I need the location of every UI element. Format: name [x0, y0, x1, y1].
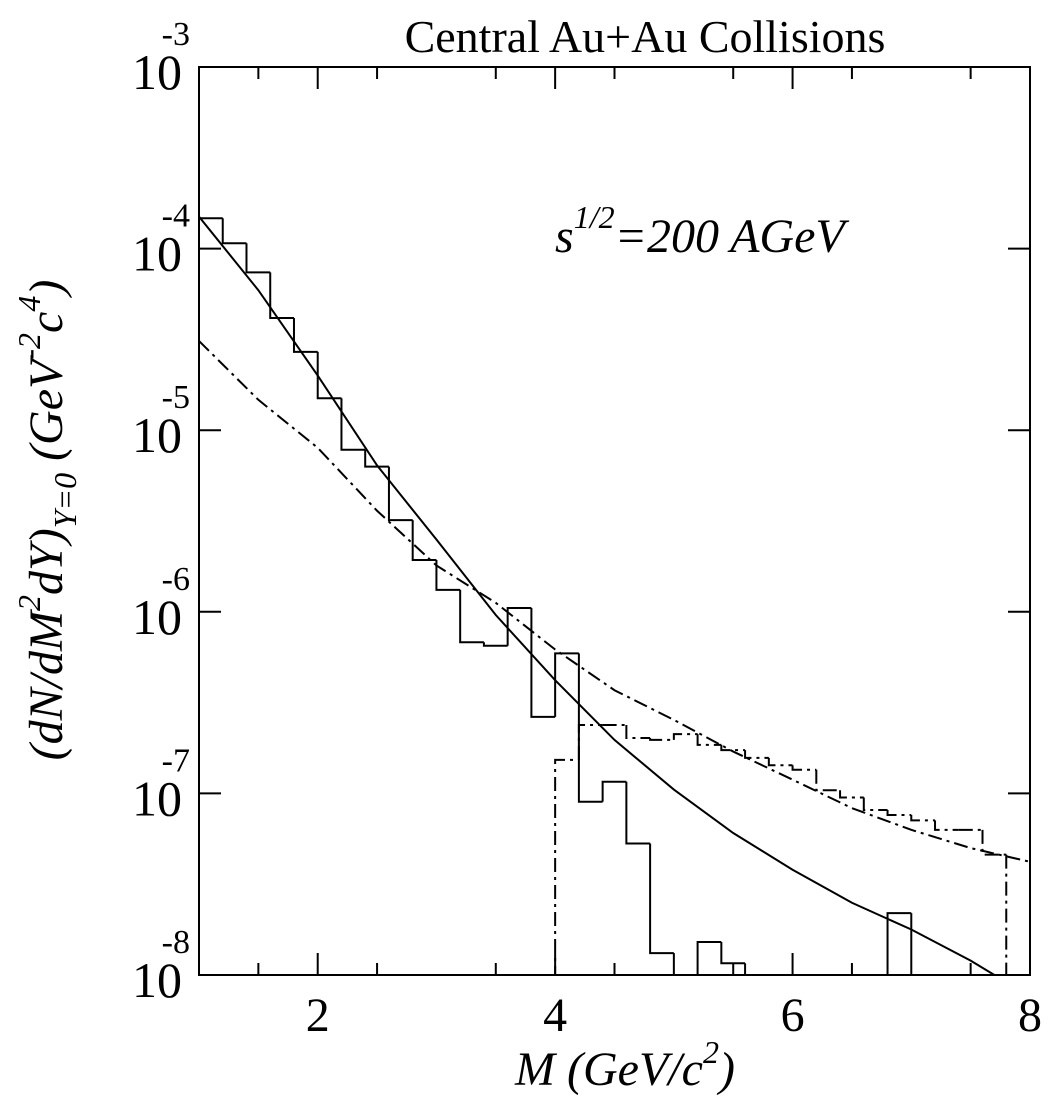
y-label-part: dY): [20, 528, 73, 595]
y-label-part: ): [20, 280, 73, 299]
histogram-bin: [601, 780, 627, 802]
histogram-bin: [815, 769, 841, 792]
y-tick-exponent: -6: [162, 561, 190, 598]
histogram-bin: [886, 912, 912, 975]
plot-area: [199, 215, 1030, 975]
histogram-bin: [364, 449, 389, 468]
y-label-sup: -2: [11, 333, 47, 360]
y-tick-label: 10: [132, 589, 182, 645]
y-tick-exponent: -4: [162, 198, 190, 235]
x-tick-label: 8: [1018, 989, 1042, 1042]
y-label-part: (dN/dM: [20, 608, 73, 760]
y-tick-label: 10: [132, 952, 182, 1008]
histogram-bin: [577, 724, 603, 760]
y-tick-exponent: -8: [162, 924, 190, 961]
histogram-bin: [340, 398, 366, 451]
histogram-bin: [316, 351, 342, 400]
histogram-bin: [720, 941, 746, 965]
histogram-bin: [910, 815, 936, 822]
y-tick-exponent: -7: [162, 742, 190, 779]
curve: [199, 215, 995, 975]
y-axis-label: (dN/dM2dY)Y=0 (GeV-2c4): [11, 280, 83, 761]
histogram-bin: [577, 653, 603, 803]
histogram-bin: [696, 734, 722, 746]
x-axis-label: M (GeV/c2): [514, 1034, 735, 1096]
histogram-bin: [435, 559, 461, 591]
x-label-part: ): [716, 1043, 735, 1096]
histogram-bin: [245, 243, 271, 274]
y-tick-label: 10: [132, 226, 182, 282]
y-tick-label: 10: [132, 407, 182, 463]
y-label-sub: Y=0: [47, 473, 83, 528]
histogram-bin: [387, 466, 413, 522]
y-label-part: (GeV: [20, 355, 73, 473]
y-tick-exponent: -5: [162, 379, 190, 416]
annotation-text: =200 AGeV: [615, 210, 850, 263]
x-tick-label: 6: [781, 989, 805, 1042]
histogram-bin: [199, 217, 223, 975]
chart-title: Central Au+Au Collisions: [405, 11, 886, 62]
histogram-bin: [292, 317, 318, 353]
x-tick-label: 4: [543, 989, 567, 1042]
histogram-bin: [649, 737, 674, 741]
histogram-bin: [506, 606, 532, 646]
x-tick-label: 2: [306, 989, 330, 1042]
y-label-part: c: [20, 312, 73, 333]
histogram-bin: [720, 744, 746, 752]
histogram-bin: [554, 758, 579, 975]
y-tick-label: 10: [132, 770, 182, 826]
histogram-bin: [459, 589, 484, 644]
annotation-base: s: [555, 210, 574, 263]
y-label-sup: 4: [11, 296, 47, 312]
histogram-bin: [625, 725, 651, 739]
histogram-bin: [862, 797, 888, 812]
histogram-bin: [482, 642, 508, 647]
histogram-bin: [625, 781, 651, 845]
histogram-bin: [554, 652, 579, 717]
annotation: s1/2=200 AGeV: [555, 199, 849, 263]
histogram-bin: [839, 790, 864, 799]
histogram-bin: [269, 272, 294, 319]
histogram-bin: [791, 765, 817, 771]
x-label-sup: 2: [703, 1034, 719, 1070]
histogram-bin: [411, 520, 437, 561]
y-tick-exponent: -3: [162, 16, 190, 53]
histogram-bin: [744, 750, 769, 759]
histogram-bin: [981, 829, 1007, 856]
histogram-bin: [530, 607, 556, 718]
y-tick-label: 10: [132, 44, 182, 100]
histogram-bin: [767, 757, 793, 767]
x-label-part: M (GeV/c: [514, 1043, 703, 1096]
histogram-bin: [221, 218, 247, 245]
annotation-exponent: 1/2: [574, 199, 615, 235]
histogram-bin: [886, 810, 912, 817]
histogram-bin: [696, 940, 722, 975]
histogram-bin: [672, 733, 698, 740]
histogram-bin: [934, 820, 959, 831]
curve: [199, 340, 1030, 863]
y-label-sup: 2: [11, 595, 47, 611]
histogram-bin: [649, 843, 674, 955]
